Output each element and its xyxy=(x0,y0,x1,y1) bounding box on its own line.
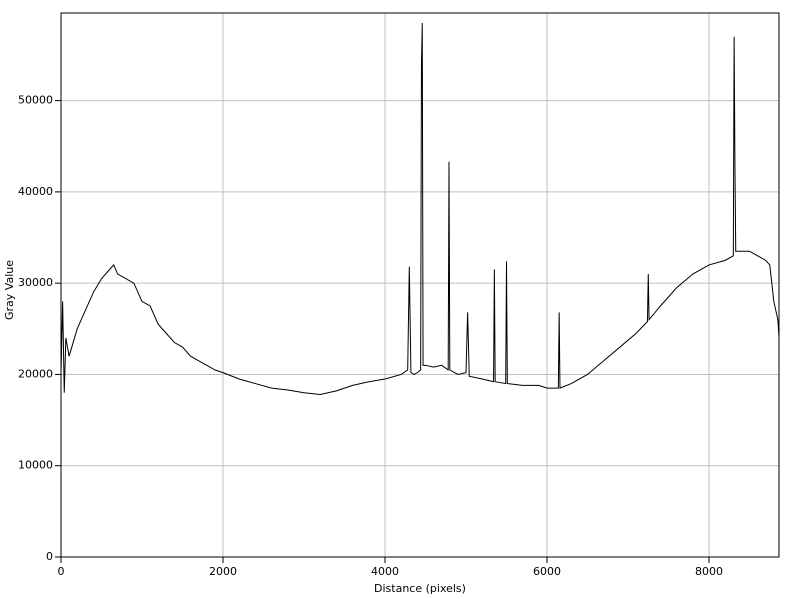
y-tick-label: 0 xyxy=(46,550,53,563)
plot-area xyxy=(61,13,779,557)
y-tick-label: 30000 xyxy=(18,276,53,289)
y-axis-label: Gray Value xyxy=(3,260,16,320)
y-tick-label: 10000 xyxy=(18,459,53,472)
x-tick-label: 4000 xyxy=(371,565,399,578)
y-tick-label: 50000 xyxy=(18,94,53,107)
plot-frame xyxy=(60,12,780,558)
y-tick-label: 20000 xyxy=(18,367,53,380)
y-tick-label: 40000 xyxy=(18,185,53,198)
x-tick-label: 6000 xyxy=(533,565,561,578)
x-tick-label: 8000 xyxy=(695,565,723,578)
x-tick-label: 2000 xyxy=(209,565,237,578)
x-axis-label: Distance (pixels) xyxy=(374,582,466,595)
x-tick-label: 0 xyxy=(58,565,65,578)
profile-line xyxy=(60,23,780,396)
